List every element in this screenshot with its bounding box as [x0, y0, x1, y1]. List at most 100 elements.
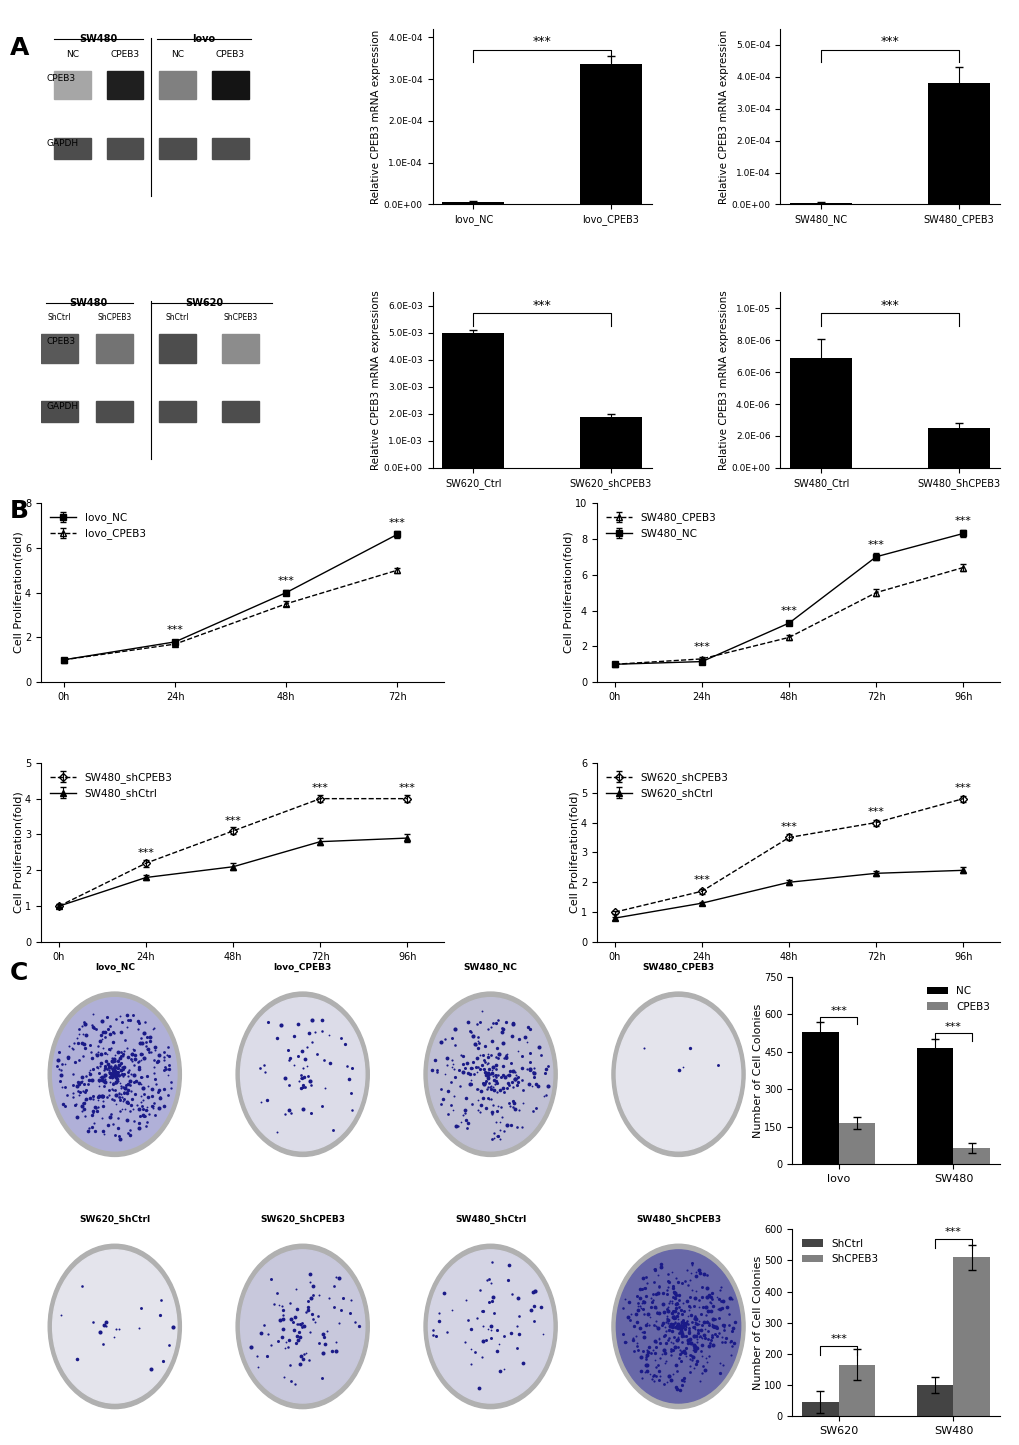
Text: ***: ***	[138, 848, 154, 858]
Text: ***: ***	[312, 783, 328, 793]
Legend: SW620_shCPEB3, SW620_shCtrl: SW620_shCPEB3, SW620_shCtrl	[601, 769, 732, 803]
Text: SW480_CPEB3: SW480_CPEB3	[642, 962, 714, 971]
Text: NC: NC	[66, 51, 78, 59]
Ellipse shape	[424, 1244, 556, 1409]
Bar	[106, 137, 144, 159]
Ellipse shape	[240, 997, 365, 1150]
Text: CPEB3: CPEB3	[46, 337, 75, 345]
Bar	[838, 1123, 874, 1163]
Bar	[916, 1384, 953, 1416]
Text: ShCtrl: ShCtrl	[48, 314, 71, 322]
Y-axis label: Number of Cell Colonies: Number of Cell Colonies	[752, 1256, 762, 1390]
Text: ***: ***	[224, 815, 242, 825]
Text: lovo_NC: lovo_NC	[95, 962, 135, 971]
Text: SW620: SW620	[184, 298, 223, 308]
Text: ***: ***	[954, 516, 971, 526]
Text: A: A	[10, 36, 30, 61]
Bar	[801, 1402, 838, 1416]
Bar	[442, 202, 503, 205]
Y-axis label: Cell Proliferation(fold): Cell Proliferation(fold)	[13, 792, 23, 913]
Bar	[953, 1257, 989, 1416]
Y-axis label: Cell Proliferation(fold): Cell Proliferation(fold)	[562, 532, 573, 653]
Text: ***: ***	[398, 783, 416, 793]
Text: lovo: lovo	[193, 35, 215, 45]
Text: GAPDH: GAPDH	[46, 139, 78, 147]
Text: ***: ***	[879, 299, 899, 312]
Bar	[927, 84, 988, 205]
Y-axis label: Cell Proliferation(fold): Cell Proliferation(fold)	[13, 532, 23, 653]
Legend: lovo_NC, lovo_CPEB3: lovo_NC, lovo_CPEB3	[46, 509, 150, 543]
Ellipse shape	[611, 993, 744, 1156]
Ellipse shape	[615, 1250, 740, 1403]
Ellipse shape	[48, 1244, 181, 1409]
Text: ***: ***	[829, 1006, 846, 1016]
Text: ***: ***	[532, 299, 551, 312]
Text: ***: ***	[944, 1227, 961, 1237]
Text: ***: ***	[277, 577, 294, 585]
Bar	[916, 1048, 953, 1163]
Text: B: B	[10, 499, 30, 523]
Text: ***: ***	[867, 806, 883, 816]
Text: ***: ***	[867, 539, 883, 549]
Ellipse shape	[428, 997, 552, 1150]
Text: SW480: SW480	[69, 298, 107, 308]
Text: SW480: SW480	[79, 35, 117, 45]
Bar	[54, 71, 91, 100]
Text: CPEB3: CPEB3	[46, 74, 75, 82]
Text: CPEB3: CPEB3	[110, 51, 140, 59]
Text: NC: NC	[171, 51, 183, 59]
Text: ShCtrl: ShCtrl	[166, 314, 190, 322]
Text: SW480_ShCPEB3: SW480_ShCPEB3	[635, 1215, 720, 1224]
Text: SW620_ShCtrl: SW620_ShCtrl	[79, 1215, 150, 1224]
Bar	[96, 334, 132, 363]
Ellipse shape	[240, 1250, 365, 1403]
Bar	[790, 202, 851, 205]
Ellipse shape	[53, 997, 176, 1150]
Text: ***: ***	[780, 605, 797, 616]
Bar	[212, 137, 249, 159]
Bar	[580, 65, 641, 205]
Bar	[159, 334, 196, 363]
Ellipse shape	[53, 1250, 176, 1403]
Text: SW480_NC: SW480_NC	[464, 962, 517, 971]
Bar	[580, 416, 641, 468]
Legend: SW480_shCPEB3, SW480_shCtrl: SW480_shCPEB3, SW480_shCtrl	[46, 769, 176, 803]
Ellipse shape	[428, 1250, 552, 1403]
Ellipse shape	[235, 993, 369, 1156]
Bar	[953, 1147, 989, 1163]
Text: ***: ***	[388, 517, 406, 527]
Text: ShCPEB3: ShCPEB3	[97, 314, 131, 322]
Text: ***: ***	[693, 876, 710, 886]
Ellipse shape	[48, 993, 181, 1156]
Text: ***: ***	[954, 783, 971, 793]
Ellipse shape	[235, 1244, 369, 1409]
Bar	[442, 332, 503, 468]
Ellipse shape	[611, 1244, 744, 1409]
Bar	[222, 334, 259, 363]
Legend: SW480_CPEB3, SW480_NC: SW480_CPEB3, SW480_NC	[601, 509, 719, 543]
Text: lovo_CPEB3: lovo_CPEB3	[273, 962, 331, 971]
Y-axis label: Number of Cell Colonies: Number of Cell Colonies	[752, 1003, 762, 1137]
Bar	[927, 428, 988, 468]
Text: SW620_ShCPEB3: SW620_ShCPEB3	[260, 1215, 344, 1224]
Y-axis label: Relative CPEB3 mRNA expressions: Relative CPEB3 mRNA expressions	[718, 290, 729, 470]
Bar	[801, 1032, 838, 1163]
Y-axis label: Relative CPEB3 mRNA expressions: Relative CPEB3 mRNA expressions	[371, 290, 381, 470]
Bar	[41, 402, 77, 422]
Bar	[54, 137, 91, 159]
Text: ***: ***	[944, 1022, 961, 1032]
Text: C: C	[10, 961, 29, 985]
Bar	[159, 71, 196, 100]
Bar	[222, 402, 259, 422]
Y-axis label: Cell Proliferation(fold): Cell Proliferation(fold)	[569, 792, 579, 913]
Bar	[212, 71, 249, 100]
Text: GAPDH: GAPDH	[46, 402, 78, 410]
Text: ***: ***	[780, 822, 797, 831]
Legend: NC, CPEB3: NC, CPEB3	[922, 983, 994, 1016]
Y-axis label: Relative CPEB3 mRNA expression: Relative CPEB3 mRNA expression	[718, 29, 729, 204]
Y-axis label: Relative CPEB3 mRNA expression: Relative CPEB3 mRNA expression	[371, 29, 381, 204]
Bar	[106, 71, 144, 100]
Bar	[790, 358, 851, 468]
Text: ***: ***	[166, 626, 183, 636]
Text: ***: ***	[879, 36, 899, 49]
